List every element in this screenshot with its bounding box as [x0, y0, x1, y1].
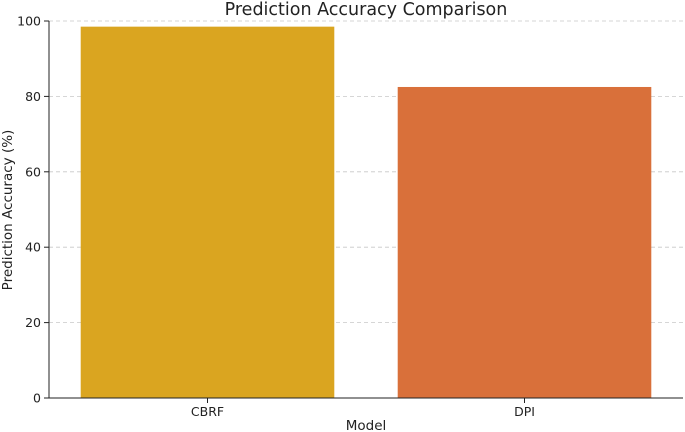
y-tick-label: 100 [17, 14, 41, 29]
x-tick-label: DPI [514, 404, 535, 419]
chart-title: Prediction Accuracy Comparison [225, 0, 508, 20]
bars [80, 26, 652, 399]
y-tick-label: 80 [25, 89, 41, 104]
y-tick-label: 60 [25, 164, 41, 179]
x-axis-title: Model [346, 418, 387, 432]
bar-dpi [397, 86, 652, 398]
y-tick-label: 0 [33, 391, 41, 406]
axes [48, 21, 683, 399]
x-tick-label: CBRF [191, 404, 224, 419]
y-tick-label: 40 [25, 240, 41, 255]
x-ticks: CBRF DPI [191, 398, 535, 419]
y-tick-label: 20 [25, 315, 41, 330]
y-axis-title: Prediction Accuracy (%) [0, 130, 16, 291]
bar-cbrf [80, 26, 335, 399]
y-ticks: 0 20 40 60 80 100 [17, 14, 49, 406]
